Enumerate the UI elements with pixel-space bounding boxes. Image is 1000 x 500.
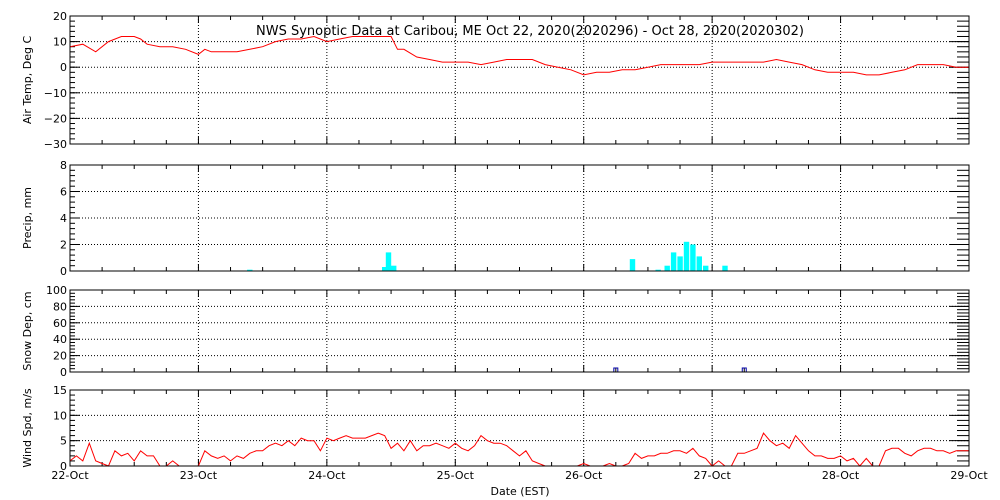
panel-snow-depth: 100 80 60 40 20 0 Snow Dep, cm [21, 284, 970, 379]
panel-frame [69, 289, 970, 373]
panel-air-temp: 20 10 0 −10 −20 −30 Air Temp, Deg C [21, 10, 970, 151]
chart-title: NWS Synoptic Data at Caribou, ME Oct 22,… [256, 24, 804, 39]
precip-bar [382, 267, 388, 271]
y-tick-label: 40 [53, 333, 67, 346]
x-tick-label: 27-Oct [693, 469, 731, 482]
precip-bar [629, 259, 636, 271]
y-tick-label: 2 [60, 239, 67, 252]
y-tick-label: 80 [53, 300, 67, 313]
x-tick-label: 23-Oct [180, 469, 218, 482]
series-line-air-temp [69, 35, 969, 76]
series-line-wind-speed [69, 432, 969, 467]
y-tick-label: 6 [60, 186, 67, 199]
precip-bar [385, 252, 392, 271]
y-tick-label: 20 [53, 350, 67, 363]
x-tick-label: 24-Oct [308, 469, 346, 482]
precip-bar [690, 244, 696, 271]
precip-bar [722, 265, 728, 271]
x-tick-label: 22-Oct [51, 469, 89, 482]
x-tick-label: 25-Oct [437, 469, 475, 482]
x-tick-label: 28-Oct [822, 469, 860, 482]
y-tick-label: 10 [53, 36, 67, 49]
y-tick-label: 0 [60, 61, 67, 74]
panel-frame [69, 164, 970, 272]
precip-bar [655, 269, 661, 271]
y-tick-label: −20 [44, 112, 67, 125]
panel-wind-speed: 15 10 5 0 Wind Spd, m/s [21, 384, 970, 473]
panel-precip: 8 6 4 2 0 Precip, mm [21, 159, 970, 278]
precip-bar [683, 241, 690, 271]
y-tick-label: 0 [60, 265, 67, 278]
y-tick-label: 100 [46, 284, 67, 297]
y-tick-label: −10 [44, 87, 67, 100]
x-tick-label: 29-Oct [950, 469, 988, 482]
panel-frame [69, 15, 970, 145]
y-tick-label: 10 [53, 409, 67, 422]
y-axis-title: Snow Dep, cm [21, 291, 34, 370]
y-tick-label: 0 [60, 460, 67, 473]
precip-bar [247, 269, 253, 271]
x-axis-title: Date (EST) [490, 485, 549, 498]
y-tick-label: 15 [53, 384, 67, 397]
y-tick-label: 8 [60, 159, 67, 172]
precip-bar [703, 265, 709, 271]
y-tick-label: 5 [60, 435, 67, 448]
panel-frame [69, 389, 970, 467]
y-axis-title: Wind Spd, m/s [21, 388, 34, 468]
x-tick-label: 26-Oct [565, 469, 603, 482]
y-tick-label: 4 [60, 212, 67, 225]
precip-bar [677, 256, 683, 271]
precip-bar [391, 265, 397, 271]
precip-bar [696, 256, 702, 271]
y-tick-label: 0 [60, 366, 67, 379]
y-tick-label: −30 [44, 138, 67, 151]
y-tick-label: 20 [53, 10, 67, 23]
precip-bar [670, 252, 677, 271]
y-axis-title: Precip, mm [21, 187, 34, 249]
y-axis-title: Air Temp, Deg C [21, 36, 34, 125]
y-tick-label: 60 [53, 317, 67, 330]
precip-bar [664, 265, 670, 271]
